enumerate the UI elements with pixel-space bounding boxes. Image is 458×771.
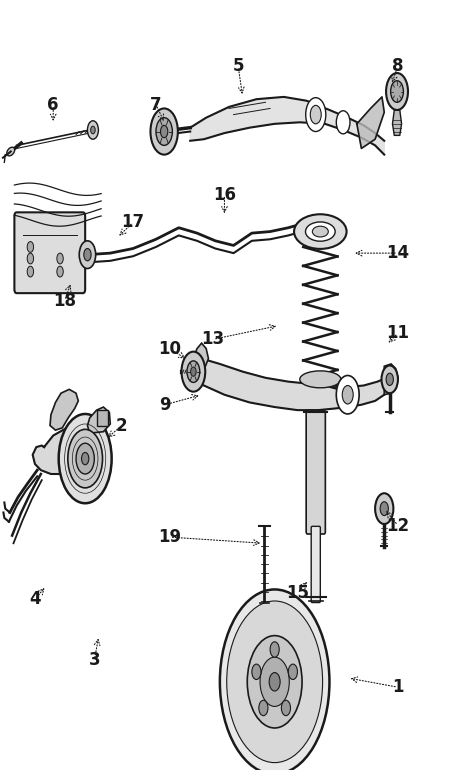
Circle shape [84, 248, 91, 261]
Text: 2: 2 [116, 416, 127, 435]
Circle shape [220, 590, 329, 771]
Ellipse shape [7, 147, 15, 156]
Circle shape [187, 361, 200, 382]
Text: 8: 8 [392, 57, 403, 75]
Ellipse shape [312, 226, 328, 237]
Ellipse shape [305, 222, 335, 241]
Text: 9: 9 [159, 396, 171, 414]
Text: 10: 10 [158, 339, 181, 358]
Text: 6: 6 [48, 96, 59, 113]
Text: 13: 13 [202, 330, 224, 348]
Text: 3: 3 [88, 651, 100, 669]
Ellipse shape [300, 371, 341, 388]
Circle shape [87, 121, 98, 140]
Circle shape [27, 253, 33, 264]
Text: 7: 7 [150, 96, 162, 113]
Circle shape [382, 365, 398, 393]
Text: 1: 1 [392, 678, 403, 696]
Text: 12: 12 [387, 517, 409, 534]
Polygon shape [357, 97, 384, 149]
Circle shape [336, 111, 350, 134]
Circle shape [160, 126, 168, 138]
Polygon shape [190, 359, 389, 410]
Polygon shape [190, 97, 384, 155]
Polygon shape [190, 343, 208, 382]
Circle shape [259, 700, 268, 715]
Circle shape [68, 429, 103, 488]
Circle shape [91, 126, 95, 134]
Circle shape [386, 73, 408, 110]
Circle shape [247, 635, 302, 728]
Circle shape [310, 106, 321, 124]
Circle shape [79, 241, 96, 268]
Text: 5: 5 [232, 57, 244, 75]
Circle shape [386, 373, 393, 386]
Circle shape [336, 375, 359, 414]
Ellipse shape [294, 214, 347, 249]
Circle shape [57, 253, 63, 264]
FancyBboxPatch shape [14, 212, 85, 293]
Circle shape [305, 98, 326, 132]
Circle shape [76, 443, 94, 474]
Circle shape [342, 386, 353, 404]
Circle shape [59, 414, 112, 503]
Bar [97, 410, 108, 426]
Circle shape [269, 672, 280, 691]
Text: 18: 18 [53, 292, 76, 310]
Circle shape [281, 700, 290, 715]
Polygon shape [393, 110, 402, 136]
Circle shape [181, 352, 205, 392]
Circle shape [82, 453, 89, 465]
Circle shape [391, 81, 403, 103]
Polygon shape [384, 364, 398, 395]
Circle shape [57, 266, 63, 277]
Polygon shape [87, 407, 110, 433]
Text: 17: 17 [121, 214, 145, 231]
Circle shape [27, 266, 33, 277]
Circle shape [191, 367, 196, 376]
Circle shape [227, 601, 322, 763]
Circle shape [375, 493, 393, 524]
Text: 19: 19 [158, 528, 181, 546]
Circle shape [260, 657, 289, 706]
Text: 14: 14 [387, 244, 409, 262]
Circle shape [151, 109, 178, 155]
FancyBboxPatch shape [306, 410, 325, 534]
Text: 4: 4 [29, 591, 41, 608]
Circle shape [156, 118, 172, 146]
Circle shape [270, 641, 279, 657]
FancyBboxPatch shape [311, 527, 320, 602]
Circle shape [252, 664, 261, 679]
Polygon shape [33, 426, 92, 474]
Text: 11: 11 [387, 324, 409, 342]
Circle shape [289, 664, 297, 679]
Text: 16: 16 [213, 186, 236, 204]
Circle shape [380, 502, 388, 516]
Polygon shape [50, 389, 78, 430]
Text: 15: 15 [286, 584, 309, 602]
Circle shape [27, 241, 33, 252]
